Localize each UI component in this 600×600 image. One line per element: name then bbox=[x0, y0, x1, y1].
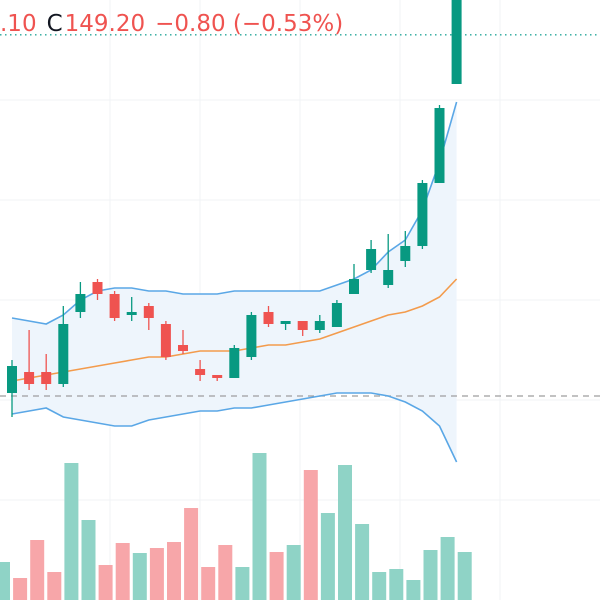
legend-open-fragment: .10 bbox=[0, 11, 37, 37]
candle-body-11 bbox=[195, 369, 206, 375]
volume-bar-20 bbox=[338, 465, 352, 600]
candle-4 bbox=[75, 282, 86, 318]
candle-9 bbox=[160, 321, 171, 360]
candle-20 bbox=[349, 264, 359, 294]
candle-1 bbox=[24, 330, 35, 390]
candle-19 bbox=[331, 300, 342, 327]
candle-body-17 bbox=[297, 321, 308, 330]
volume-bars bbox=[0, 453, 472, 600]
candle-body-2 bbox=[41, 372, 52, 384]
candle-body-15 bbox=[263, 312, 274, 324]
volume-bar-26 bbox=[440, 537, 455, 600]
legend-change: −0.80 (−0.53%) bbox=[155, 11, 344, 37]
volume-bar-3 bbox=[47, 572, 62, 600]
volume-bar-24 bbox=[406, 580, 421, 600]
candle-body-21 bbox=[366, 249, 377, 270]
candle-body-16 bbox=[280, 321, 291, 324]
candle-13 bbox=[229, 345, 240, 378]
candle-body-25 bbox=[434, 108, 445, 183]
candle-body-8 bbox=[143, 306, 154, 318]
candle-17 bbox=[297, 321, 308, 336]
candle-14 bbox=[246, 312, 257, 360]
candle-23 bbox=[400, 231, 411, 267]
volume-bar-21 bbox=[355, 524, 370, 600]
volume-bar-19 bbox=[320, 513, 335, 600]
candle-body-20 bbox=[349, 279, 359, 294]
candle-12 bbox=[212, 375, 223, 381]
volume-bar-13 bbox=[218, 545, 233, 600]
candle-body-0 bbox=[7, 366, 17, 393]
candle-22 bbox=[383, 234, 394, 288]
volume-bar-18 bbox=[303, 470, 318, 600]
volume-bar-5 bbox=[81, 520, 96, 600]
candle-body-18 bbox=[314, 321, 325, 330]
candle-2 bbox=[41, 354, 52, 390]
candle-body-7 bbox=[126, 312, 137, 315]
candle-body-6 bbox=[109, 294, 120, 318]
candle-body-9 bbox=[160, 324, 171, 357]
volume-bar-15 bbox=[252, 453, 267, 600]
candle-10 bbox=[178, 330, 188, 354]
volume-bar-8 bbox=[132, 553, 147, 600]
candle-16 bbox=[280, 321, 291, 330]
volume-bar-16 bbox=[269, 552, 284, 600]
ohlc-legend: .10 C149.20 −0.80 (−0.53%) bbox=[0, 6, 343, 42]
volume-bar-27 bbox=[457, 552, 472, 600]
candle-8 bbox=[143, 303, 154, 330]
volume-bar-7 bbox=[115, 543, 130, 600]
candle-body-10 bbox=[178, 345, 188, 351]
candle-body-4 bbox=[75, 294, 86, 312]
band-fill bbox=[12, 102, 457, 462]
candle-5 bbox=[92, 279, 103, 300]
candle-body-23 bbox=[400, 246, 411, 261]
candle-body-24 bbox=[417, 183, 428, 246]
candle-21 bbox=[366, 240, 377, 273]
candle-body-26 bbox=[451, 0, 462, 84]
candle-body-5 bbox=[92, 282, 103, 294]
candle-25 bbox=[434, 105, 445, 183]
candle-body-14 bbox=[246, 315, 257, 357]
volume-bar-11 bbox=[184, 508, 199, 600]
volume-bar-12 bbox=[201, 567, 216, 600]
candle-3 bbox=[58, 306, 69, 387]
candle-body-3 bbox=[58, 324, 69, 384]
bollinger-band-area bbox=[12, 102, 457, 462]
band-upper-line bbox=[11, 101, 458, 325]
candle-11 bbox=[195, 360, 206, 381]
legend-close-label: C bbox=[46, 11, 63, 37]
candle-body-22 bbox=[383, 270, 394, 285]
candle-24 bbox=[417, 180, 428, 249]
volume-bar-4 bbox=[64, 463, 79, 600]
volume-bar-22 bbox=[372, 572, 387, 600]
volume-bar-0 bbox=[0, 562, 10, 600]
candle-15 bbox=[263, 306, 274, 327]
volume-bar-2 bbox=[30, 540, 45, 600]
volume-bar-10 bbox=[167, 542, 181, 600]
candle-7 bbox=[126, 297, 137, 321]
candle-0 bbox=[7, 360, 17, 417]
candle-26 bbox=[451, 0, 462, 84]
volume-bar-9 bbox=[149, 548, 164, 600]
volume-bar-17 bbox=[286, 545, 301, 600]
candle-body-13 bbox=[229, 348, 240, 378]
candle-6 bbox=[109, 291, 120, 321]
volume-bar-23 bbox=[389, 569, 404, 600]
volume-bar-14 bbox=[235, 567, 250, 600]
candle-18 bbox=[314, 315, 325, 333]
volume-bar-6 bbox=[98, 565, 113, 600]
legend-close-value: 149.20 bbox=[64, 11, 146, 37]
volume-bar-1 bbox=[13, 578, 28, 600]
volume-bar-25 bbox=[423, 550, 438, 600]
candlesticks bbox=[7, 0, 462, 417]
candle-body-1 bbox=[24, 372, 35, 384]
band-lower-line bbox=[11, 392, 458, 463]
candle-body-19 bbox=[331, 303, 342, 327]
candle-body-12 bbox=[212, 375, 223, 378]
